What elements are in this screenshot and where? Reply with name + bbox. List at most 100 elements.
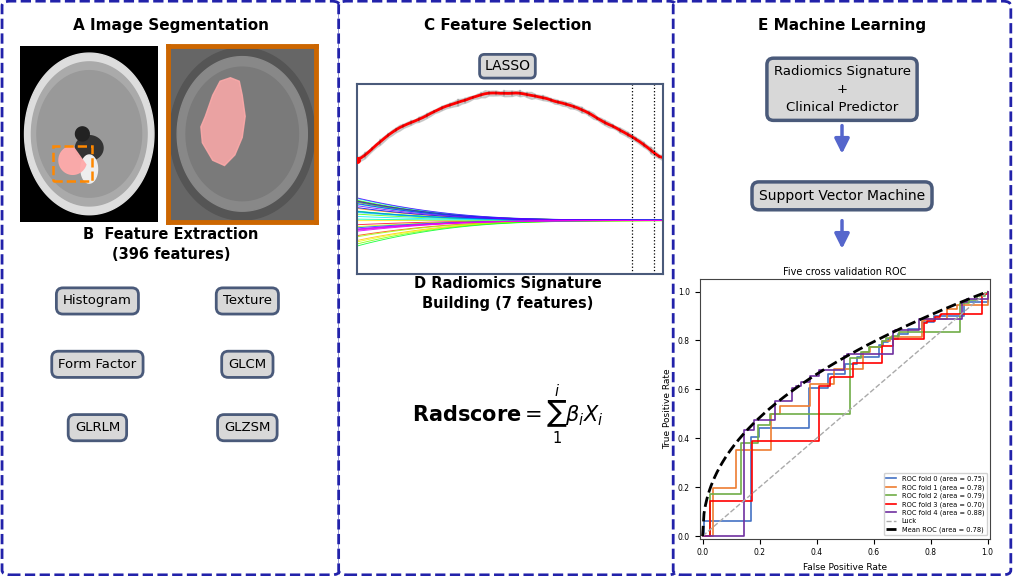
ROC fold 4 (area = 0.88) [812, 367, 824, 374]
Legend: ROC fold 0 (area = 0.75), ROC fold 1 (area = 0.78), ROC fold 2 (area = 0.79), RO: ROC fold 0 (area = 0.75), ROC fold 1 (ar… [882, 473, 986, 535]
ROC fold 4 (area = 0.88) [960, 296, 972, 303]
ROC fold 4 (area = 0.88) [789, 382, 801, 389]
ROC fold 3 (area = 0.70) [745, 438, 757, 445]
ROC fold 2 (area = 0.79) [844, 355, 856, 362]
Mean ROC (area = 0.78) [771, 398, 784, 405]
ROC fold 0 (area = 0.75) [821, 371, 834, 378]
Mean ROC (area = 0.78) [956, 298, 968, 305]
Text: LASSO: LASSO [484, 59, 530, 73]
ROC fold 2 (area = 0.79) [884, 332, 897, 339]
ROC fold 3 (area = 0.70) [917, 319, 929, 326]
Polygon shape [201, 78, 245, 165]
Polygon shape [177, 56, 307, 211]
ROC fold 1 (area = 0.78) [940, 306, 952, 313]
Text: $\mathbf{Radscore} = \sum_1^i \beta_i X_i$: $\mathbf{Radscore} = \sum_1^i \beta_i X_… [412, 383, 602, 446]
ROC fold 4 (area = 0.88) [747, 416, 759, 423]
Text: C Feature Selection: C Feature Selection [423, 18, 591, 33]
ROC fold 3 (area = 0.70) [887, 336, 899, 343]
ROC fold 3 (area = 0.70) [824, 374, 837, 381]
ROC fold 2 (area = 0.79) [980, 288, 993, 295]
ROC fold 2 (area = 0.79) [735, 439, 747, 446]
ROC fold 1 (area = 0.78) [950, 301, 962, 308]
ROC fold 2 (area = 0.79) [962, 296, 974, 303]
ROC fold 4 (area = 0.88) [737, 427, 749, 434]
ROC fold 0 (area = 0.75) [850, 353, 862, 360]
Line: ROC fold 2 (area = 0.79): ROC fold 2 (area = 0.79) [702, 291, 986, 536]
ROC fold 1 (area = 0.78) [915, 317, 927, 324]
ROC fold 1 (area = 0.78) [916, 317, 928, 324]
ROC fold 2 (area = 0.79) [879, 335, 892, 342]
ROC fold 3 (area = 0.70) [824, 374, 837, 381]
ROC fold 0 (area = 0.75) [927, 313, 940, 320]
ROC fold 2 (area = 0.79) [703, 490, 715, 497]
Mean ROC (area = 0.78) [749, 418, 761, 425]
Bar [53, 146, 92, 181]
ROC fold 2 (area = 0.79) [862, 344, 874, 351]
Y-axis label: True Positive Rate: True Positive Rate [662, 369, 672, 449]
ROC fold 4 (area = 0.88) [785, 385, 797, 392]
ROC fold 3 (area = 0.70) [823, 374, 836, 381]
ROC fold 0 (area = 0.75) [891, 331, 903, 338]
ROC fold 3 (area = 0.70) [812, 382, 824, 389]
Text: Form Factor: Form Factor [58, 358, 137, 371]
Text: Histogram: Histogram [63, 294, 131, 308]
ROC fold 1 (area = 0.78) [773, 403, 786, 410]
ROC fold 3 (area = 0.70) [703, 498, 715, 505]
ROC fold 2 (area = 0.79) [854, 348, 866, 355]
ROC fold 0 (area = 0.75) [744, 433, 756, 440]
ROC fold 4 (area = 0.88) [795, 378, 807, 385]
Polygon shape [75, 136, 103, 160]
ROC fold 4 (area = 0.88) [803, 373, 815, 380]
Text: Radiomics Signature
+
Clinical Predictor: Radiomics Signature + Clinical Predictor [772, 65, 910, 114]
Line: Mean ROC (area = 0.78): Mean ROC (area = 0.78) [702, 291, 986, 536]
ROC fold 1 (area = 0.78) [980, 288, 993, 295]
ROC fold 1 (area = 0.78) [863, 344, 875, 351]
ROC fold 2 (area = 0.79) [696, 533, 708, 540]
Text: Support Vector Machine: Support Vector Machine [758, 189, 924, 203]
Text: A Image Segmentation: A Image Segmentation [72, 18, 269, 33]
ROC fold 3 (area = 0.70) [875, 342, 888, 349]
ROC fold 1 (area = 0.78) [827, 365, 840, 372]
Text: E Machine Learning: E Machine Learning [757, 18, 925, 33]
ROC fold 0 (area = 0.75) [696, 533, 708, 540]
Line: ROC fold 4 (area = 0.88): ROC fold 4 (area = 0.88) [702, 291, 986, 536]
ROC fold 3 (area = 0.70) [696, 533, 708, 540]
ROC fold 0 (area = 0.75) [752, 425, 764, 432]
ROC fold 4 (area = 0.88) [955, 298, 967, 305]
Polygon shape [75, 127, 90, 141]
ROC fold 0 (area = 0.75) [881, 336, 894, 343]
ROC fold 0 (area = 0.75) [838, 361, 850, 367]
ROC fold 2 (area = 0.79) [953, 300, 965, 307]
Mean ROC (area = 0.78) [707, 475, 719, 482]
ROC fold 3 (area = 0.70) [920, 317, 932, 324]
ROC fold 4 (area = 0.88) [887, 327, 899, 334]
ROC fold 0 (area = 0.75) [901, 325, 913, 332]
ROC fold 0 (area = 0.75) [915, 319, 927, 325]
Polygon shape [37, 71, 142, 197]
ROC fold 4 (area = 0.88) [912, 316, 924, 323]
ROC fold 4 (area = 0.88) [696, 533, 708, 540]
ROC fold 1 (area = 0.78) [764, 411, 776, 418]
Polygon shape [81, 155, 98, 183]
Mean ROC (area = 0.78) [980, 288, 993, 295]
Text: GLCM: GLCM [228, 358, 266, 371]
ROC fold 1 (area = 0.78) [919, 316, 931, 323]
Title: Five cross validation ROC: Five cross validation ROC [783, 267, 906, 277]
ROC fold 2 (area = 0.79) [978, 289, 990, 296]
ROC fold 1 (area = 0.78) [875, 338, 888, 344]
Polygon shape [24, 53, 154, 215]
ROC fold 4 (area = 0.88) [980, 288, 993, 295]
Text: D Radiomics Signature
Building (7 features): D Radiomics Signature Building (7 featur… [413, 276, 601, 311]
ROC fold 1 (area = 0.78) [729, 447, 741, 454]
Polygon shape [185, 67, 299, 200]
Text: GLRLM: GLRLM [74, 421, 120, 434]
ROC fold 1 (area = 0.78) [856, 348, 868, 355]
ROC fold 2 (area = 0.79) [751, 421, 763, 428]
ROC fold 3 (area = 0.70) [933, 311, 946, 318]
ROC fold 4 (area = 0.88) [841, 351, 853, 358]
ROC fold 1 (area = 0.78) [883, 334, 896, 340]
Mean ROC (area = 0.78) [966, 294, 978, 301]
ROC fold 3 (area = 0.70) [975, 291, 987, 298]
Mean ROC (area = 0.78) [696, 533, 708, 540]
Polygon shape [169, 48, 315, 220]
